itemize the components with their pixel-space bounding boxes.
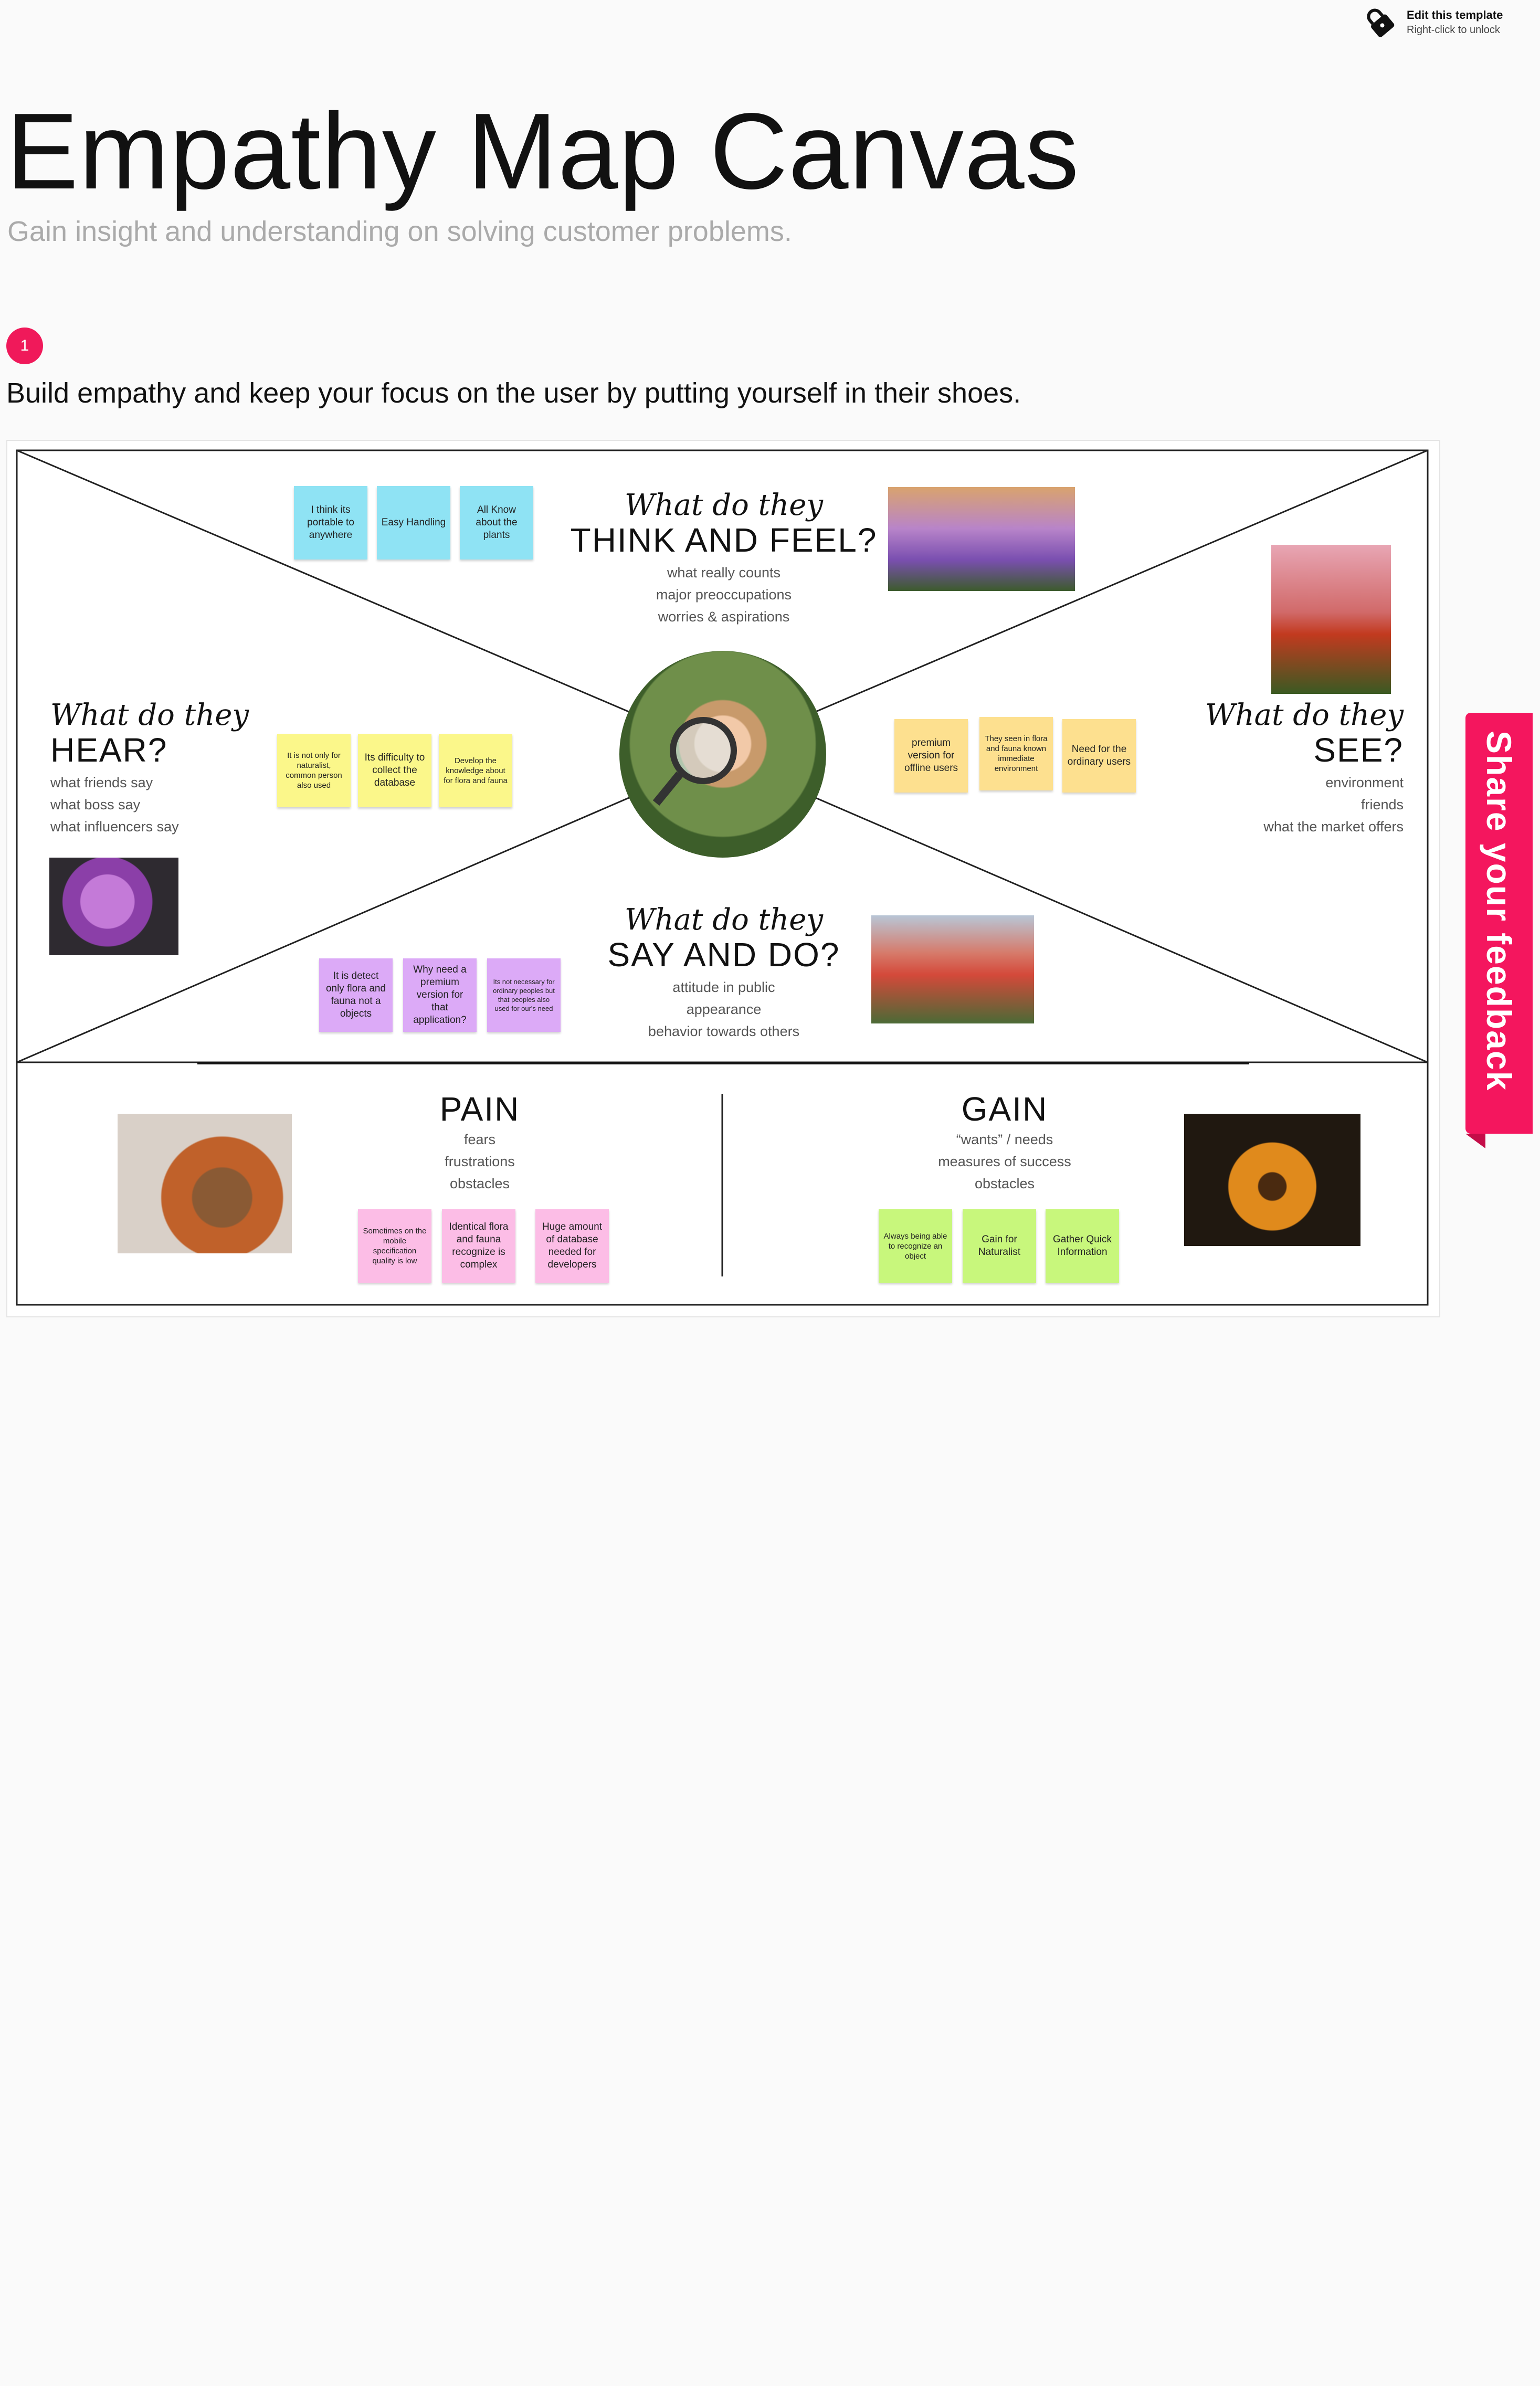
see-description: environment friends what the market offers bbox=[1263, 775, 1404, 835]
sticky-note[interactable]: It is detect only flora and fauna not a … bbox=[319, 958, 393, 1032]
sticky-note[interactable]: Easy Handling bbox=[377, 486, 450, 559]
sticky-note[interactable]: Why need a premium version for that appl… bbox=[403, 958, 477, 1032]
think-script: What do they bbox=[624, 488, 824, 522]
sticky-note[interactable]: Gain for Naturalist bbox=[963, 1209, 1036, 1283]
squirrel-with-walnut-photo bbox=[118, 1114, 292, 1253]
canvas-border bbox=[16, 449, 1429, 1306]
sticky-note[interactable]: Gather Quick Information bbox=[1046, 1209, 1119, 1283]
edit-template-title: Edit this template bbox=[1407, 8, 1503, 22]
see-script: What do they bbox=[1205, 698, 1404, 732]
say-description: attitude in public appearance behavior tow… bbox=[648, 979, 800, 1039]
sticky-note[interactable]: It is not only for naturalist, common pe… bbox=[277, 734, 351, 807]
sticky-note[interactable]: Its difficulty to collect the database bbox=[358, 734, 431, 807]
diagonal-top-right bbox=[800, 449, 1428, 719]
pain-description: fears frustrations obstacles bbox=[445, 1132, 515, 1191]
share-feedback-tab[interactable]: Share your feedback bbox=[1465, 713, 1533, 1148]
diagonal-bottom-left bbox=[16, 790, 644, 1063]
sticky-note[interactable]: I think its portable to anywhere bbox=[294, 486, 367, 559]
sticky-note[interactable]: Develop the knowledge about for flora an… bbox=[439, 734, 512, 807]
sticky-note[interactable]: Huge amount of database needed for devel… bbox=[535, 1209, 609, 1283]
step-instruction: Build empathy and keep your focus on the… bbox=[6, 377, 1021, 409]
violet-flower-photo bbox=[49, 858, 178, 955]
sticky-note[interactable]: Its not necessary for ordinary peoples b… bbox=[487, 958, 561, 1032]
lock-icon bbox=[1367, 8, 1395, 37]
user-portrait-photo bbox=[619, 651, 826, 858]
sticky-note[interactable]: Sometimes on the mobile specification qu… bbox=[358, 1209, 431, 1283]
gain-description: “wants” / needs measures of success obstac… bbox=[938, 1132, 1071, 1191]
say-script: What do they bbox=[624, 903, 824, 937]
sticky-note[interactable]: They seen in flora and fauna known immed… bbox=[979, 717, 1053, 790]
edit-template-badge[interactable]: Edit this template Right-click to unlock bbox=[1364, 5, 1532, 43]
sticky-note[interactable]: All Know about the plants bbox=[460, 486, 533, 559]
hear-script: What do they bbox=[50, 698, 249, 732]
butterfly-on-flower-photo bbox=[1271, 545, 1391, 694]
pain-heading: PAIN bbox=[439, 1090, 520, 1128]
sticky-note[interactable]: Need for the ordinary users bbox=[1062, 719, 1136, 793]
think-heading: THINK AND FEEL? bbox=[570, 521, 878, 559]
see-heading: SEE? bbox=[1313, 731, 1404, 769]
share-feedback-label: Share your feedback bbox=[1480, 731, 1518, 1092]
think-description: what really counts major preoccupations wo… bbox=[656, 565, 792, 625]
canvas-lines bbox=[16, 449, 1429, 1306]
page-title: Empathy Map Canvas bbox=[6, 91, 1080, 212]
sticky-note[interactable]: Identical flora and fauna recognize is c… bbox=[442, 1209, 515, 1283]
empathy-map-canvas: What do they THINK AND FEEL? what really… bbox=[6, 440, 1440, 1317]
feedback-tab-fold bbox=[1465, 1134, 1485, 1148]
diagonal-bottom-right bbox=[800, 790, 1428, 1063]
hear-heading: HEAR? bbox=[50, 731, 168, 769]
edit-template-hint: Right-click to unlock bbox=[1407, 24, 1500, 36]
sticky-note[interactable]: premium version for offline users bbox=[894, 719, 968, 793]
purple-flowers-photo bbox=[888, 487, 1075, 591]
hear-description: what friends say what boss say what influe… bbox=[50, 775, 179, 835]
gain-heading: GAIN bbox=[961, 1090, 1048, 1128]
say-heading: SAY AND DO? bbox=[607, 936, 840, 974]
sunflower-butterfly-photo bbox=[1184, 1114, 1360, 1246]
red-flowers-photo bbox=[871, 915, 1034, 1023]
step-number-badge: 1 bbox=[6, 328, 43, 364]
page-subtitle: Gain insight and understanding on solvin… bbox=[7, 216, 792, 247]
diagonal-top-left bbox=[16, 449, 644, 719]
magnifying-glass-icon bbox=[652, 717, 737, 806]
sticky-note[interactable]: Always being able to recognize an object bbox=[879, 1209, 952, 1283]
